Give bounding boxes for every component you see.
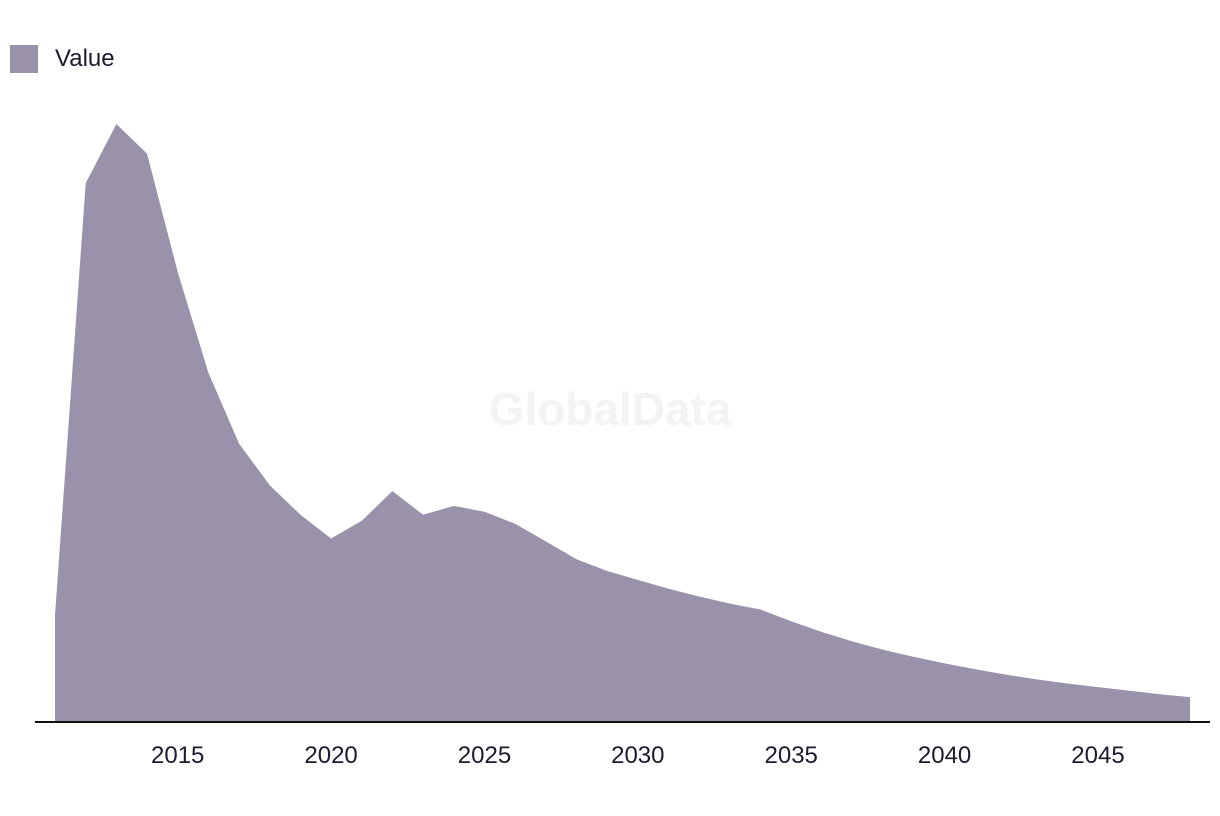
x-axis-ticks: 2015 2020 2025 2030 2035 2040 2045 — [151, 742, 1125, 769]
area-series-0 — [55, 124, 1190, 722]
x-tick-label: 2035 — [765, 742, 818, 769]
legend-swatch — [10, 45, 38, 73]
x-tick-label: 2030 — [611, 742, 664, 769]
legend-label: Value — [55, 45, 115, 72]
x-tick-label: 2045 — [1071, 742, 1124, 769]
x-tick-label: 2015 — [151, 742, 204, 769]
x-tick-label: 2020 — [304, 742, 357, 769]
watermark: GlobalData — [489, 383, 732, 435]
legend: Value — [10, 45, 115, 73]
x-tick-label: 2040 — [918, 742, 971, 769]
plot-area — [55, 124, 1190, 722]
x-tick-label: 2025 — [458, 742, 511, 769]
